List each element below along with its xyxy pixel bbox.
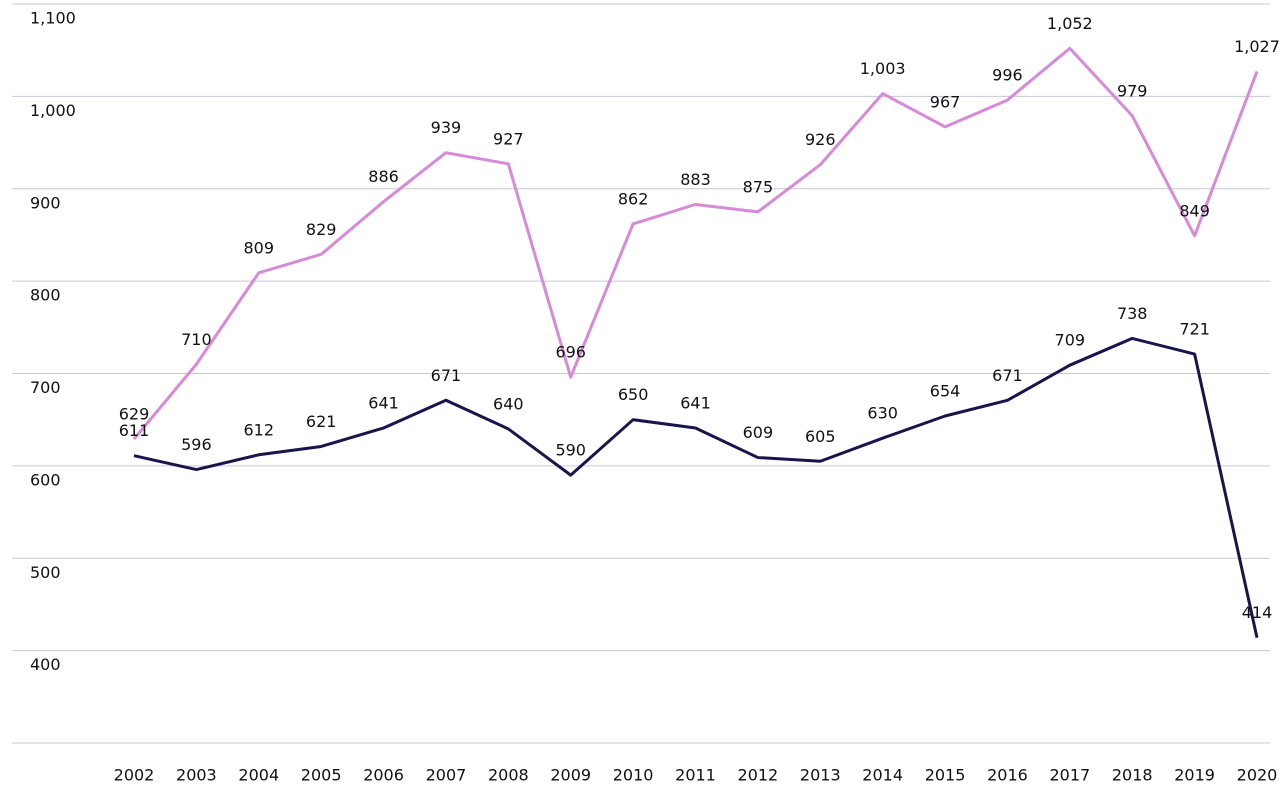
y-tick-label: 1,000 [30,101,76,120]
x-tick-label: 2007 [426,766,467,785]
data-label: 996 [992,66,1023,85]
data-label: 605 [805,427,836,446]
y-tick-label: 700 [30,378,61,397]
y-tick-label: 800 [30,286,61,305]
data-label: 886 [368,167,399,186]
x-tick-label: 2015 [925,766,966,785]
data-label: 629 [119,405,150,424]
x-tick-label: 2004 [238,766,279,785]
data-label: 1,027 [1234,37,1279,56]
x-tick-label: 2011 [675,766,716,785]
y-tick-label: 1,100 [30,9,76,28]
data-label: 611 [119,421,150,440]
data-label: 671 [431,366,462,385]
y-tick-label: 500 [30,563,61,582]
x-tick-label: 2003 [176,766,217,785]
y-tick-label: 900 [30,193,61,212]
x-tick-label: 2017 [1049,766,1090,785]
x-tick-label: 2006 [363,766,404,785]
data-label: 809 [244,238,275,257]
x-tick-label: 2013 [800,766,841,785]
data-label: 1,003 [860,59,906,78]
data-label: 849 [1179,201,1210,220]
data-label: 721 [1179,320,1210,339]
data-label: 926 [805,130,836,149]
x-tick-label: 2012 [738,766,779,785]
data-label: 671 [992,366,1023,385]
series-line [132,46,1259,441]
x-tick-label: 2008 [488,766,529,785]
data-label: 640 [493,394,524,413]
y-tick-label: 400 [30,655,61,674]
data-label: 883 [680,170,711,189]
data-label: 1,052 [1047,14,1093,33]
data-label: 696 [555,343,586,362]
x-tick-label: 2019 [1174,766,1215,785]
data-label: 710 [181,330,212,349]
series-line [133,336,1259,639]
data-label: 650 [618,385,649,404]
data-label: 596 [181,435,212,454]
data-label: 709 [1055,331,1086,350]
data-label: 414 [1242,603,1273,622]
x-tick-label: 2005 [301,766,342,785]
data-label: 621 [306,412,337,431]
data-label: 927 [493,129,524,148]
data-label: 612 [244,420,275,439]
data-label: 862 [618,189,649,208]
data-label: 738 [1117,304,1148,323]
x-tick-label: 2010 [613,766,654,785]
x-tick-label: 2018 [1112,766,1153,785]
data-label: 641 [368,394,399,413]
data-label: 609 [743,423,774,442]
data-label: 590 [555,441,586,460]
data-label: 654 [930,381,961,400]
data-label: 979 [1117,81,1148,100]
data-label: 829 [306,220,337,239]
data-label: 939 [431,118,462,137]
data-label: 875 [743,177,774,196]
x-tick-label: 2014 [862,766,903,785]
x-tick-label: 2002 [114,766,155,785]
y-tick-label: 600 [30,470,61,489]
data-label: 630 [867,404,898,423]
data-label: 967 [930,92,961,111]
x-tick-label: 2009 [550,766,591,785]
x-tick-label: 2016 [987,766,1028,785]
data-label: 641 [680,394,711,413]
x-tick-label: 2020 [1237,766,1278,785]
